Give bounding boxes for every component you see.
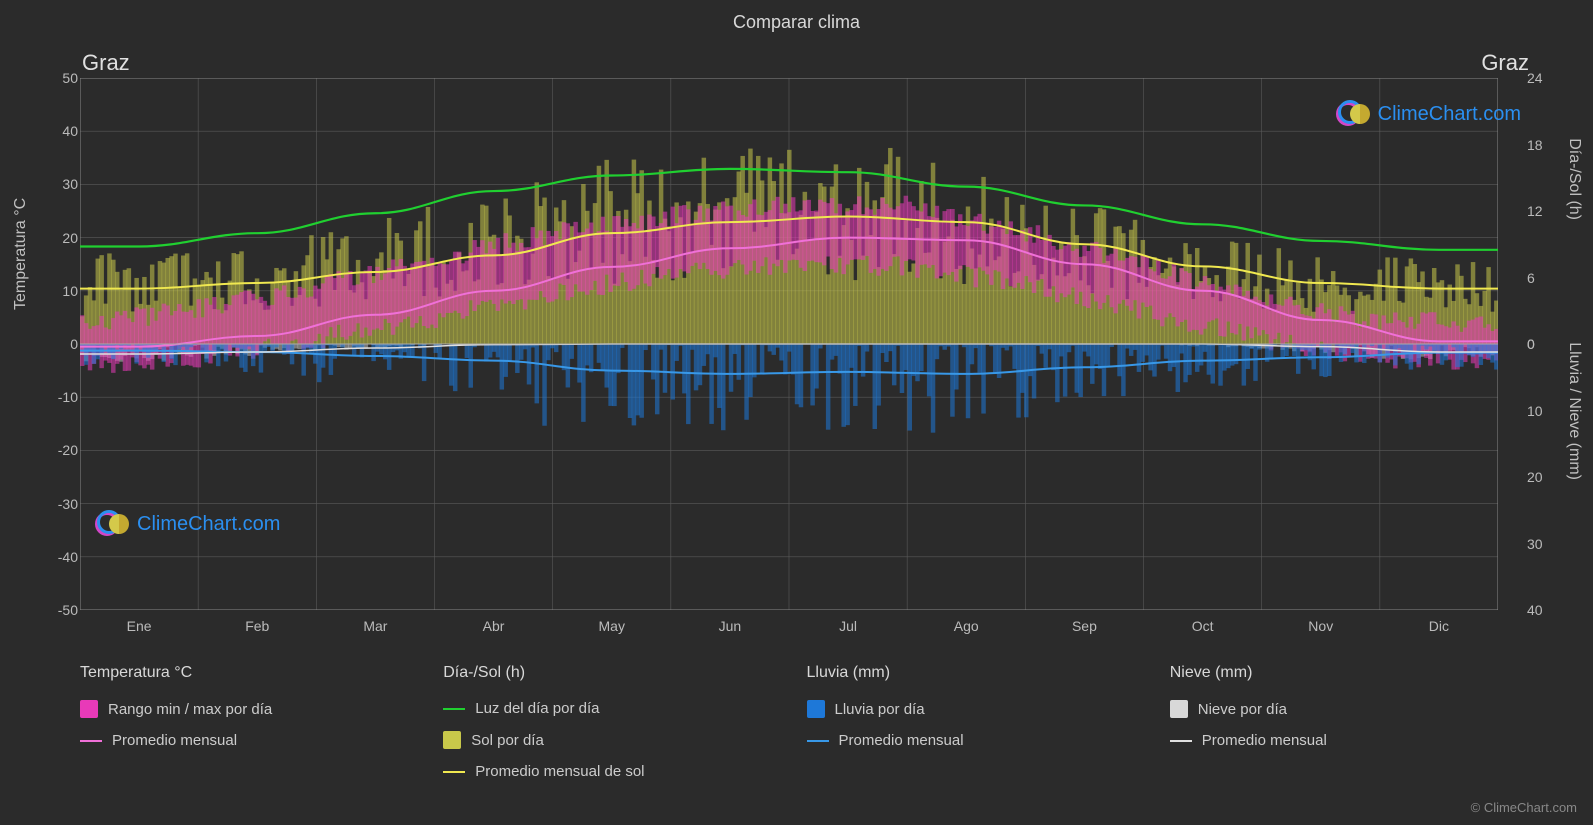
- brand-mark-icon: [1336, 100, 1370, 128]
- legend-item-label: Promedio mensual: [112, 732, 237, 749]
- legend-group-title: Temperatura °C: [80, 664, 443, 682]
- legend-item-label: Lluvia por día: [835, 701, 925, 718]
- legend-swatch-icon: [1170, 700, 1188, 718]
- legend-line-icon: [80, 740, 102, 742]
- brand-logo-bottom: ClimeChart.com: [95, 510, 280, 538]
- legend-item: Luz del día por día: [443, 700, 806, 717]
- legend-swatch-icon: [80, 700, 98, 718]
- y-axis-left-ticks: 50403020100-10-20-30-40-50: [38, 78, 78, 610]
- legend-item-label: Promedio mensual de sol: [475, 763, 644, 780]
- legend-item-label: Sol por día: [471, 732, 544, 749]
- legend-item: Sol por día: [443, 731, 806, 749]
- legend-line-icon: [1170, 740, 1192, 742]
- legend-item-label: Nieve por día: [1198, 701, 1287, 718]
- legend-group-title: Lluvia (mm): [807, 664, 1170, 682]
- legend-swatch-icon: [807, 700, 825, 718]
- brand-text: ClimeChart.com: [137, 513, 280, 536]
- legend-item-label: Rango min / max por día: [108, 701, 272, 718]
- credit-text: © ClimeChart.com: [1471, 800, 1577, 815]
- y-axis-right-top-ticks: 24181260: [1527, 78, 1557, 344]
- legend-item-label: Promedio mensual: [839, 732, 964, 749]
- legend-group: Lluvia (mm) Lluvia por día Promedio mensua…: [807, 660, 1170, 780]
- city-label-left: Graz: [82, 50, 130, 76]
- chart-title: Comparar clima: [0, 12, 1593, 33]
- legend-item: Rango min / max por día: [80, 700, 443, 718]
- legend-item: Promedio mensual: [807, 732, 1170, 749]
- brand-mark-icon: [95, 510, 129, 538]
- y-axis-right-bottom-ticks: 010203040: [1527, 344, 1557, 610]
- legend-item: Nieve por día: [1170, 700, 1533, 718]
- legend-swatch-icon: [443, 731, 461, 749]
- climate-plot: [80, 78, 1498, 610]
- legend-line-icon: [443, 771, 465, 773]
- legend-group-title: Nieve (mm): [1170, 664, 1533, 682]
- legend-group: Nieve (mm) Nieve por día Promedio mensual: [1170, 660, 1533, 780]
- legend-item: Promedio mensual de sol: [443, 763, 806, 780]
- brand-logo-top: ClimeChart.com: [1336, 100, 1521, 128]
- legend-group-title: Día-/Sol (h): [443, 664, 806, 682]
- legend: Temperatura °C Rango min / max por día Pro…: [80, 660, 1533, 780]
- legend-item: Lluvia por día: [807, 700, 1170, 718]
- legend-group: Día-/Sol (h) Luz del día por día Sol por d…: [443, 660, 806, 780]
- city-label-right: Graz: [1481, 50, 1529, 76]
- legend-item-label: Luz del día por día: [475, 700, 599, 717]
- x-axis-ticks: EneFebMarAbrMayJunJulAgoSepOctNovDic: [80, 618, 1498, 642]
- legend-line-icon: [443, 708, 465, 710]
- legend-line-icon: [807, 740, 829, 742]
- legend-item: Promedio mensual: [1170, 732, 1533, 749]
- brand-text: ClimeChart.com: [1378, 103, 1521, 126]
- y-axis-left-label: Temperatura °C: [12, 198, 30, 310]
- legend-group: Temperatura °C Rango min / max por día Pro…: [80, 660, 443, 780]
- y-axis-right-top-label: Día-/Sol (h): [1565, 138, 1583, 220]
- legend-item-label: Promedio mensual: [1202, 732, 1327, 749]
- y-axis-right-bottom-label: Lluvia / Nieve (mm): [1565, 342, 1583, 480]
- legend-item: Promedio mensual: [80, 732, 443, 749]
- chart-container: Comparar clima Graz Graz Temperatura °C …: [0, 0, 1593, 825]
